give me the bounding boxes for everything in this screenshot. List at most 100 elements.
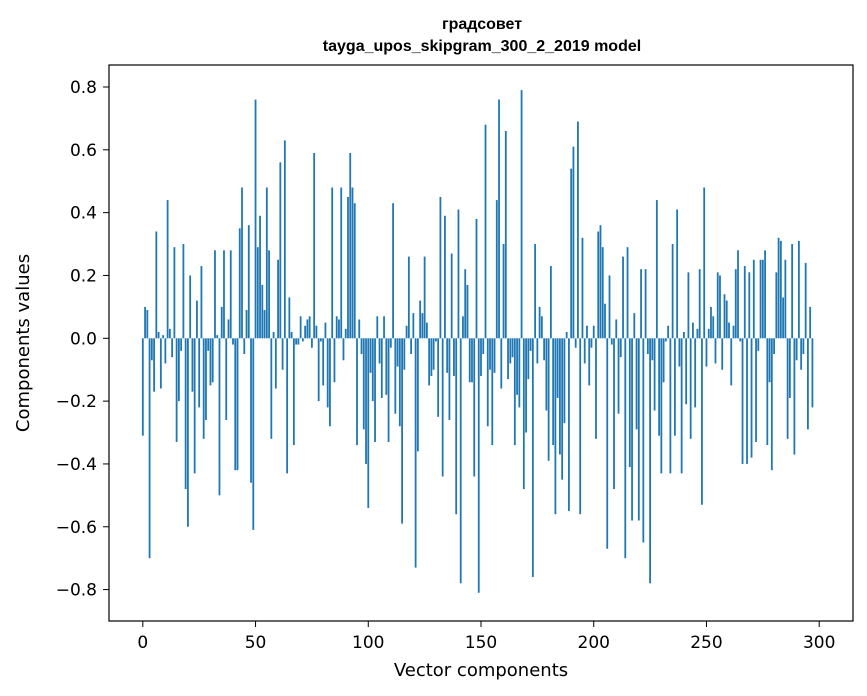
bar-215 — [626, 247, 629, 339]
bar-111 — [392, 203, 394, 339]
bar-79 — [320, 338, 322, 342]
bar-138 — [453, 338, 455, 376]
bar-201 — [595, 338, 597, 439]
bar-213 — [622, 256, 624, 339]
bar-18 — [182, 244, 185, 339]
bar-80 — [322, 338, 325, 386]
bar-65 — [288, 297, 291, 339]
bar-288 — [791, 244, 794, 339]
bar-297 — [811, 338, 814, 408]
bar-246 — [696, 328, 699, 339]
bar-120 — [412, 313, 415, 339]
bar-19 — [184, 338, 187, 490]
bar-60 — [277, 259, 279, 339]
bar-103 — [374, 338, 376, 442]
y-axis: −0.8 −0.6 −0.4 −0.2 0.0 0.2 0.4 0.6 0.8 — [56, 78, 109, 601]
bar-87 — [338, 319, 340, 339]
bar-54 — [263, 310, 266, 339]
bar-48 — [250, 338, 252, 483]
bar-24 — [196, 300, 198, 339]
bar-134 — [444, 215, 446, 339]
bar-91 — [347, 196, 349, 339]
bar-151 — [482, 338, 485, 354]
bar-294 — [804, 262, 807, 339]
bar-273 — [757, 338, 760, 351]
bar-152 — [484, 124, 487, 339]
bar-96 — [358, 319, 361, 339]
bar-127 — [428, 338, 431, 386]
bar-1 — [144, 306, 146, 339]
bar-136 — [448, 338, 451, 420]
bar-280 — [773, 338, 775, 354]
bar-199 — [590, 338, 593, 348]
bar-178 — [543, 338, 546, 361]
bar-261 — [730, 338, 733, 386]
bar-191 — [572, 146, 575, 339]
bar-245 — [694, 338, 697, 408]
y-tick-label: 0.4 — [70, 204, 97, 224]
bar-119 — [410, 338, 413, 354]
x-tick-label: 250 — [690, 633, 722, 653]
bar-2 — [146, 310, 149, 339]
bar-258 — [723, 294, 726, 339]
bar-221 — [640, 269, 642, 339]
bar-69 — [297, 338, 300, 345]
bar-275 — [761, 259, 764, 339]
bar-133 — [441, 338, 444, 477]
bar-73 — [306, 319, 309, 339]
bar-225 — [649, 338, 651, 584]
bar-175 — [536, 338, 539, 364]
bar-260 — [728, 322, 730, 339]
bar-123 — [419, 300, 422, 339]
bar-182 — [552, 338, 555, 446]
bar-31 — [211, 338, 214, 383]
bar-237 — [676, 209, 679, 339]
bar-series — [141, 90, 814, 593]
bar-185 — [559, 338, 561, 455]
bar-198 — [588, 338, 591, 386]
x-tick-label: 50 — [245, 633, 267, 653]
bar-30 — [209, 338, 212, 386]
bar-82 — [326, 338, 329, 408]
bar-68 — [295, 338, 298, 345]
bar-29 — [207, 338, 210, 351]
bar-278 — [768, 338, 771, 383]
bar-105 — [378, 338, 381, 364]
bar-161 — [504, 130, 507, 339]
bar-101 — [369, 338, 372, 373]
bar-155 — [491, 338, 494, 446]
y-tick-label: 0.0 — [70, 329, 97, 349]
bar-286 — [786, 338, 789, 439]
bar-135 — [446, 338, 449, 373]
bar-203 — [599, 225, 602, 339]
bar-126 — [425, 322, 428, 339]
x-tick-label: 300 — [803, 633, 835, 653]
bar-179 — [545, 338, 548, 411]
bar-16 — [177, 338, 180, 402]
bar-42 — [236, 338, 239, 471]
bar-5 — [153, 338, 155, 392]
bar-249 — [703, 187, 706, 339]
bar-34 — [218, 338, 221, 496]
bar-10 — [164, 338, 167, 364]
bar-171 — [527, 338, 530, 380]
bar-78 — [317, 338, 320, 402]
bar-142 — [462, 316, 464, 339]
bar-66 — [290, 332, 293, 339]
bar-293 — [802, 338, 805, 354]
bar-265 — [739, 338, 742, 342]
bar-131 — [437, 338, 440, 417]
bar-158 — [498, 99, 500, 339]
bar-104 — [376, 316, 379, 339]
bar-17 — [180, 338, 183, 351]
bar-250 — [705, 338, 708, 367]
bar-70 — [299, 316, 302, 339]
bar-219 — [635, 338, 638, 430]
bar-210 — [615, 319, 618, 339]
bar-0 — [141, 338, 144, 436]
bar-266 — [741, 338, 744, 464]
bar-186 — [561, 338, 564, 480]
bar-52 — [259, 215, 261, 339]
bar-106 — [380, 338, 383, 398]
bar-7 — [157, 332, 160, 339]
